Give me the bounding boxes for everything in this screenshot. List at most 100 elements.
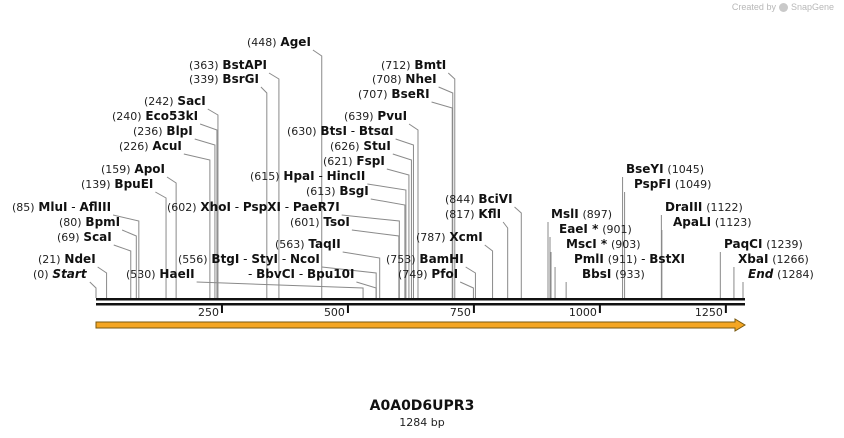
cut-site-stui[interactable]: (626) StuI bbox=[330, 139, 391, 153]
leader-line-acui bbox=[183, 153, 211, 298]
cut-site-label: (563) TaqII bbox=[275, 237, 341, 251]
enzyme-name: BamHI bbox=[419, 252, 463, 266]
leader-line-bsrgi bbox=[260, 86, 268, 298]
cut-site-pfoi[interactable]: (749) PfoI bbox=[398, 267, 458, 281]
cut-site-label: (844) BciVI bbox=[445, 192, 513, 206]
enzyme-name: PaeR7I bbox=[293, 200, 340, 214]
cut-site-label: (556) BtgI - StyI - NcoI bbox=[178, 252, 320, 266]
cut-site-nhei[interactable]: (708) NheI bbox=[372, 72, 437, 86]
cut-site-label: (621) FspI bbox=[323, 154, 385, 168]
cut-site-label: (0) Start bbox=[33, 267, 88, 281]
cut-site-draiii[interactable]: DraIII (1122) bbox=[665, 200, 743, 214]
cut-site-tsoi[interactable]: (601) TsoI bbox=[290, 215, 350, 229]
cut-site-end[interactable]: End (1284) bbox=[748, 267, 814, 281]
cut-site-fspi[interactable]: (621) FspI bbox=[323, 154, 385, 168]
cut-site-apoi[interactable]: (159) ApoI bbox=[101, 162, 165, 176]
cut-site-taqii[interactable]: (563) TaqII bbox=[275, 237, 341, 251]
cut-site-bamhi[interactable]: (753) BamHI bbox=[386, 252, 464, 266]
cut-site-hpai[interactable]: (615) HpaI - HincII bbox=[250, 169, 365, 183]
credit-brand: SnapGene bbox=[790, 2, 834, 12]
cut-site-position: (708) bbox=[372, 73, 402, 86]
cut-site-pvui[interactable]: (639) PvuI bbox=[344, 109, 407, 123]
cut-site-pmli[interactable]: PmlI (911) - BstXI bbox=[574, 252, 685, 266]
enzyme-name: PvuI bbox=[377, 109, 407, 123]
cut-site-bcivi[interactable]: (844) BciVI bbox=[445, 192, 513, 206]
enzyme-name: HpaI bbox=[283, 169, 314, 183]
cut-site-position: (1284) bbox=[777, 268, 814, 281]
leader-line-eco53ki bbox=[199, 123, 218, 298]
leader-line-pvui bbox=[408, 123, 419, 298]
cut-site-mlui[interactable]: (85) MluI - AflIII bbox=[12, 200, 111, 214]
enzyme-name: StyI bbox=[251, 252, 278, 266]
cut-site-msci[interactable]: MscI * (903) bbox=[566, 237, 641, 251]
enzyme-name: BbsI bbox=[582, 267, 611, 281]
cut-site-position: (639) bbox=[344, 110, 374, 123]
cut-site-ageI[interactable]: (448) AgeI bbox=[247, 35, 311, 49]
cut-site-kfli[interactable]: (817) KflI bbox=[445, 207, 501, 221]
cut-site-bseyi[interactable]: BseYI (1045) bbox=[626, 162, 704, 176]
cut-site-blpi[interactable]: (236) BlpI bbox=[133, 124, 193, 138]
cut-site-bsgi[interactable]: (613) BsgI bbox=[306, 184, 369, 198]
cut-site-position: (911) bbox=[608, 253, 638, 266]
cut-site-xbai[interactable]: XbaI (1266) bbox=[738, 252, 809, 266]
leader-line-kfli bbox=[502, 221, 509, 298]
enzyme-name: XcmI bbox=[449, 230, 482, 244]
cut-site-btgi[interactable]: (556) BtgI - StyI - NcoI bbox=[178, 252, 320, 266]
cut-site-label: MscI * (903) bbox=[566, 237, 641, 251]
cut-site-pspfi[interactable]: PspFI (1049) bbox=[634, 177, 711, 191]
enzyme-name: ApoI bbox=[134, 162, 165, 176]
cut-site-label: XbaI (1266) bbox=[738, 252, 809, 266]
enzyme-name: SacI bbox=[177, 94, 205, 108]
cut-site-label: PmlI (911) - BstXI bbox=[574, 252, 685, 266]
cut-site-eaei[interactable]: EaeI * (901) bbox=[559, 222, 632, 236]
credit-prefix: Created by bbox=[731, 2, 776, 12]
cut-site-label: (601) TsoI bbox=[290, 215, 350, 229]
label-separator: - bbox=[347, 124, 359, 138]
cut-site-haeii[interactable]: (530) HaeII bbox=[126, 267, 195, 281]
label-separator: - bbox=[67, 200, 79, 214]
cut-site-xhoi[interactable]: (602) XhoI - PspXI - PaeR7I bbox=[167, 200, 340, 214]
cut-site-saci[interactable]: (242) SacI bbox=[144, 94, 206, 108]
cut-site-msli[interactable]: MslI (897) bbox=[551, 207, 612, 221]
cut-site-apali[interactable]: ApaLI (1123) bbox=[673, 215, 752, 229]
cut-site-scai[interactable]: (69) ScaI bbox=[57, 230, 112, 244]
cut-site-bsrgi[interactable]: (339) BsrGI bbox=[189, 72, 259, 86]
cut-site-start[interactable]: (0) Start bbox=[33, 267, 88, 281]
cut-site-position: (1045) bbox=[667, 163, 704, 176]
cut-site-position: (563) bbox=[275, 238, 305, 251]
leader-line-bpmi bbox=[121, 229, 137, 298]
cut-site-bpuei[interactable]: (139) BpuEI bbox=[81, 177, 153, 191]
cut-site-position: (707) bbox=[358, 88, 388, 101]
enzyme-name: MscI * bbox=[566, 237, 608, 251]
cut-site-label: (159) ApoI bbox=[101, 162, 165, 176]
cut-site-bbsi[interactable]: BbsI (933) bbox=[582, 267, 645, 281]
enzyme-name: PfoI bbox=[431, 267, 458, 281]
label-separator: - bbox=[281, 200, 293, 214]
cut-site-bmti[interactable]: (712) BmtI bbox=[381, 58, 446, 72]
leader-line-bsgi bbox=[370, 198, 406, 298]
enzyme-name: BlpI bbox=[166, 124, 192, 138]
cut-site-paqci[interactable]: PaqCI (1239) bbox=[724, 237, 803, 251]
enzyme-name: StuI bbox=[363, 139, 390, 153]
cut-site-eco53ki[interactable]: (240) Eco53kI bbox=[112, 109, 198, 123]
cut-site-ndei[interactable]: (21) NdeI bbox=[38, 252, 96, 266]
cut-site-bseri[interactable]: (707) BseRI bbox=[358, 87, 430, 101]
leader-line-bstapi bbox=[268, 72, 280, 298]
cut-site-position: (903) bbox=[611, 238, 641, 251]
leader-line-bpuei bbox=[155, 191, 167, 298]
leader-line-taqii bbox=[342, 251, 381, 298]
cut-site-btsi[interactable]: (630) BtsI - BtsαI bbox=[287, 124, 394, 138]
cut-site-position: (933) bbox=[615, 268, 645, 281]
ruler-tick-label: 750 bbox=[450, 306, 471, 319]
cut-site-label: (626) StuI bbox=[330, 139, 391, 153]
cut-site-bstapi[interactable]: (363) BstAPI bbox=[189, 58, 267, 72]
feature-arrow-orf[interactable] bbox=[95, 318, 746, 332]
cut-site-bbvci[interactable]: - BbvCI - Bpu10I bbox=[248, 267, 354, 281]
cut-site-position: (448) bbox=[247, 36, 277, 49]
cut-site-label: - BbvCI - Bpu10I bbox=[248, 267, 354, 281]
cut-site-xcmi[interactable]: (787) XcmI bbox=[416, 230, 483, 244]
label-separator: - bbox=[239, 252, 251, 266]
enzyme-name: MluI bbox=[38, 200, 67, 214]
cut-site-bpmi[interactable]: (80) BpmI bbox=[59, 215, 120, 229]
cut-site-acui[interactable]: (226) AcuI bbox=[119, 139, 182, 153]
